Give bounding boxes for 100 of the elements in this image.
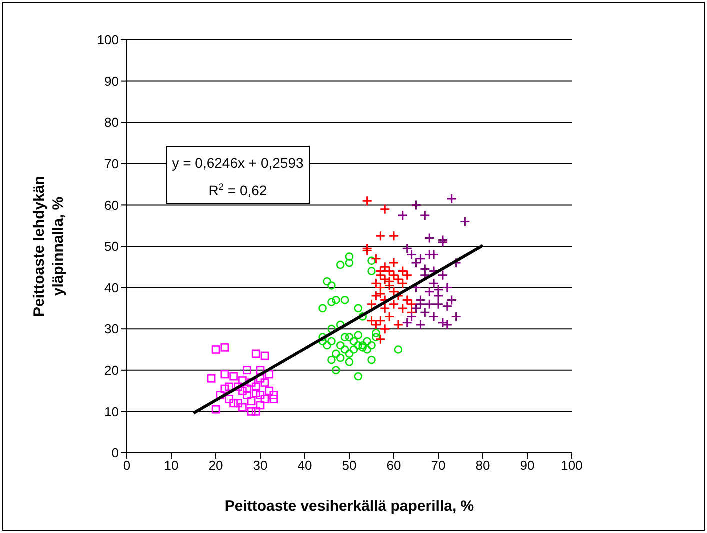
point — [225, 382, 234, 392]
point — [368, 341, 376, 350]
point — [230, 372, 238, 381]
point — [358, 312, 367, 321]
point — [358, 341, 367, 350]
point — [411, 303, 422, 314]
x-tick-label: 60 — [386, 458, 402, 474]
point — [411, 258, 422, 268]
point — [363, 346, 372, 354]
x-tick-label: 50 — [342, 458, 357, 474]
point — [398, 210, 408, 221]
point — [220, 370, 230, 379]
point — [424, 232, 435, 244]
point — [442, 301, 453, 312]
point — [370, 290, 382, 302]
point — [375, 230, 386, 242]
point — [363, 337, 372, 346]
point — [380, 324, 390, 334]
point — [372, 333, 380, 342]
point — [345, 350, 354, 358]
point — [220, 344, 230, 352]
point — [345, 333, 354, 342]
point — [212, 405, 220, 414]
x-tick-label: 70 — [431, 458, 446, 474]
point — [370, 254, 382, 264]
point — [260, 378, 270, 387]
x-tick-label: 40 — [298, 458, 312, 474]
point — [362, 196, 373, 206]
point — [420, 210, 430, 221]
point — [323, 341, 332, 350]
point — [332, 366, 340, 375]
y-tick-label: 60 — [104, 198, 119, 213]
point — [260, 352, 270, 360]
point — [230, 399, 238, 408]
point — [415, 254, 426, 264]
point — [388, 230, 400, 242]
point — [394, 346, 403, 354]
point — [238, 386, 247, 396]
point — [354, 304, 363, 313]
annotation: R$^{2}$ = 0,62 — [208, 182, 268, 199]
x-tick-label: 20 — [208, 458, 224, 474]
point — [252, 382, 260, 392]
point — [328, 282, 336, 290]
point — [332, 350, 340, 358]
point — [256, 366, 265, 375]
point — [393, 320, 404, 330]
point — [345, 358, 354, 366]
point — [433, 299, 444, 310]
point — [354, 331, 363, 340]
point — [336, 260, 345, 270]
point — [446, 294, 458, 306]
point — [398, 303, 408, 314]
point — [265, 386, 274, 396]
point — [332, 296, 340, 304]
point — [336, 341, 345, 350]
x-tick-label: 80 — [476, 458, 490, 474]
y-tick-label: 40 — [104, 280, 119, 296]
point — [328, 337, 336, 346]
y-tick-label: 20 — [104, 363, 119, 378]
point — [402, 318, 413, 328]
point — [238, 403, 247, 412]
point — [354, 372, 363, 381]
point — [406, 311, 418, 322]
point — [328, 356, 336, 364]
point — [234, 382, 242, 392]
point — [212, 346, 220, 354]
point — [350, 346, 358, 354]
point — [370, 320, 382, 330]
point — [358, 344, 367, 352]
point — [225, 395, 234, 404]
point — [446, 194, 458, 204]
point — [252, 350, 260, 358]
y-tick-label: 0 — [112, 446, 119, 461]
point — [388, 299, 400, 310]
point — [375, 334, 386, 345]
point — [247, 397, 256, 406]
point — [256, 401, 265, 410]
point — [340, 333, 350, 342]
point — [345, 252, 354, 261]
point — [460, 216, 470, 227]
point — [234, 399, 242, 408]
x-tick-label: 0 — [123, 458, 131, 474]
y-tick-label: 100 — [97, 32, 119, 48]
y-tick-label: 50 — [104, 239, 119, 254]
point — [318, 333, 327, 342]
y-tick-label: 10 — [104, 404, 119, 420]
point — [366, 299, 377, 310]
y-tick-label: 80 — [104, 115, 119, 130]
point — [247, 408, 256, 416]
point — [380, 204, 390, 215]
point — [375, 316, 386, 326]
x-tick-label: 90 — [520, 458, 535, 474]
point — [323, 277, 332, 286]
point — [350, 337, 358, 346]
point — [256, 391, 265, 400]
point — [216, 391, 225, 400]
y-tick-label: 70 — [104, 156, 119, 172]
point — [415, 320, 426, 330]
point — [270, 395, 278, 404]
point — [336, 354, 345, 362]
